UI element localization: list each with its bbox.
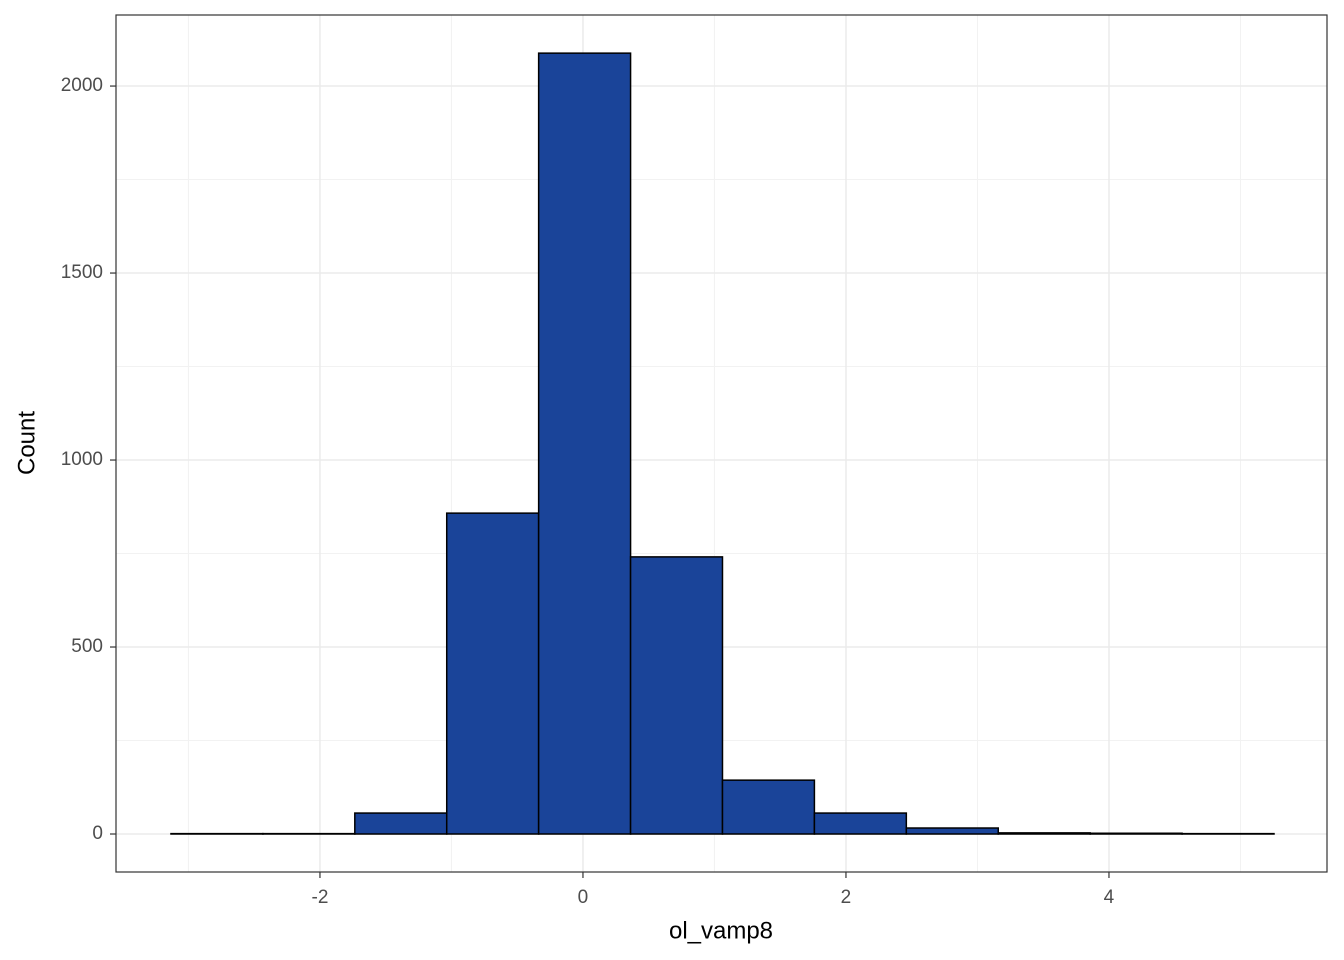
panel-border: [115, 14, 1328, 873]
x-tick-label: 4: [1104, 887, 1115, 908]
y-tick-label: 2000: [61, 75, 103, 96]
x-tick-label: -2: [312, 887, 329, 908]
bar: [997, 832, 1091, 835]
y-tick-label: 1500: [61, 262, 103, 283]
bar: [721, 779, 816, 835]
bar: [629, 556, 724, 835]
x-tick-label: 2: [841, 887, 852, 908]
bar: [813, 812, 908, 835]
x-tick-label: 0: [578, 887, 589, 908]
bar: [354, 812, 448, 835]
axes: -2 0 2 4 0 500 1000 1500 2000: [61, 75, 1115, 908]
y-tick-label: 1000: [61, 449, 103, 470]
bar: [905, 827, 999, 835]
bars: [170, 52, 1275, 835]
y-axis-title: Count: [13, 411, 40, 475]
bar: [445, 512, 540, 835]
bar: [1089, 832, 1183, 835]
x-axis-title: ol_vamp8: [669, 917, 773, 944]
bar: [537, 52, 632, 835]
y-tick-label: 500: [71, 636, 103, 657]
y-tick-label: 0: [92, 823, 103, 844]
